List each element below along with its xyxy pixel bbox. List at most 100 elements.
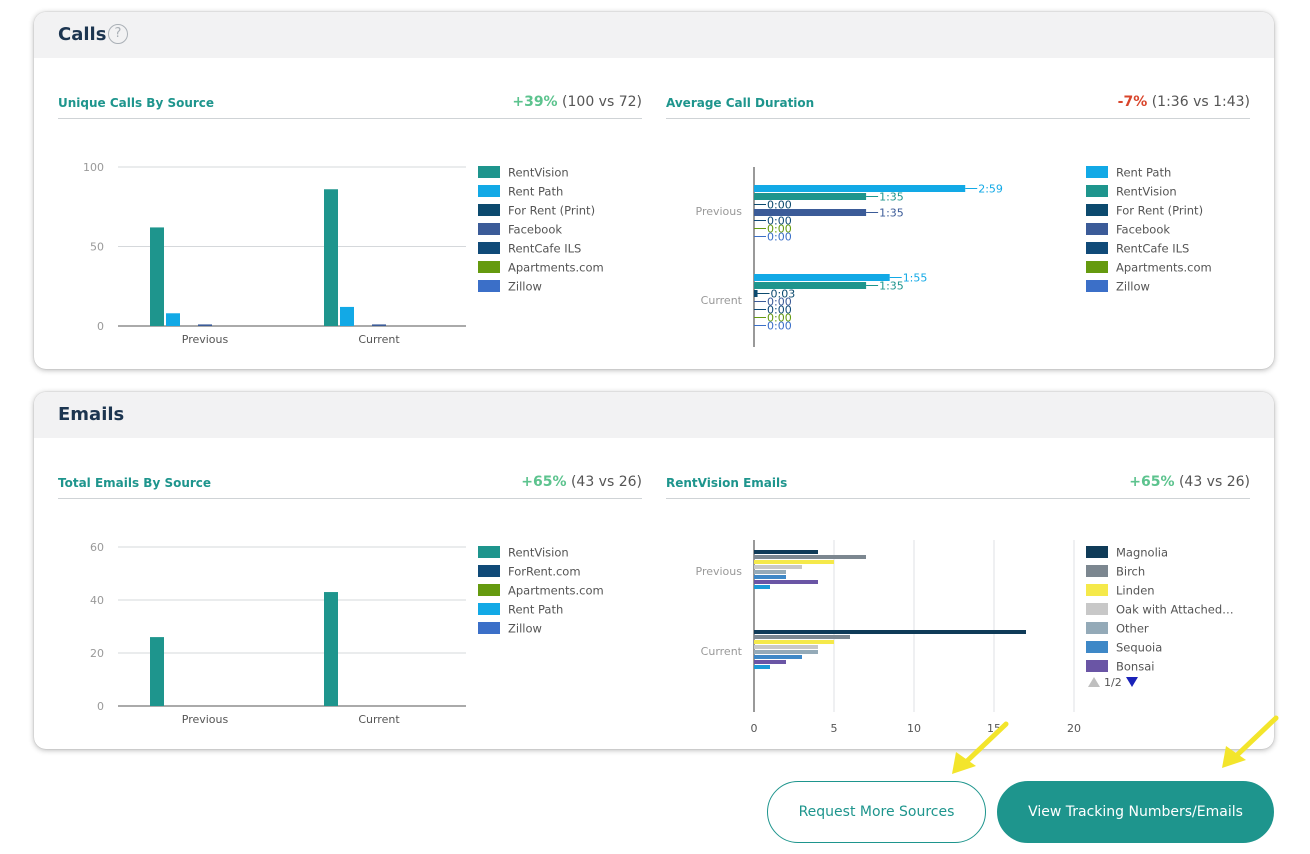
avg-duration-legend-label: Rent Path	[1116, 166, 1171, 180]
unique-calls-title: Unique Calls By Source	[58, 96, 215, 110]
rentvision-emails-bar	[754, 665, 770, 669]
rentvision-emails-bar	[754, 660, 786, 664]
total-emails-bar	[150, 637, 164, 706]
rentvision-emails-x-tick: 20	[1067, 722, 1081, 735]
pagination-label: 1/2	[1104, 676, 1122, 689]
avg-duration-legend-label: For Rent (Print)	[1116, 204, 1203, 218]
total-emails-x-tick: Current	[358, 713, 400, 726]
unique-calls-x-tick: Previous	[182, 333, 229, 346]
avg-duration-comparison: (1:36 vs 1:43)	[1151, 94, 1250, 110]
rentvision-emails-legend-swatch	[1086, 641, 1108, 653]
total-emails-legend-swatch	[478, 584, 500, 596]
rentvision-emails-delta: +65%	[1129, 474, 1175, 490]
rentvision-emails-bar	[754, 640, 834, 644]
total-emails-bar	[324, 592, 338, 706]
avg-duration-legend-swatch	[1086, 185, 1108, 197]
avg-duration-value-label: 0:00	[767, 215, 792, 228]
rentvision-emails-legend-label: Other	[1116, 622, 1149, 636]
total-emails-legend-label: Zillow	[508, 622, 542, 636]
avg-duration-legend-swatch	[1086, 242, 1108, 254]
unique-calls-legend-label: Rent Path	[508, 185, 563, 199]
rentvision-emails-bar	[754, 565, 802, 569]
rentvision-emails-bar	[754, 550, 818, 554]
total-emails-divider	[58, 498, 642, 499]
rentvision-emails-chart: 0 5 10 15 20PreviousCurrentMagnoliaBirchLind…	[696, 540, 1234, 735]
pagination-down-icon[interactable]	[1126, 677, 1138, 687]
avg-duration-value-label: 0:00	[767, 304, 792, 317]
rentvision-emails-legend-swatch	[1086, 622, 1108, 634]
unique-calls-legend-swatch	[478, 280, 500, 292]
unique-calls-y-tick: 0	[97, 320, 104, 333]
rentvision-emails-title: RentVision Emails	[666, 476, 788, 490]
rentvision-emails-bar	[754, 585, 770, 589]
unique-calls-legend-swatch	[478, 204, 500, 216]
avg-duration-value-label: 0:00	[767, 312, 792, 325]
rentvision-emails-bar	[754, 630, 1026, 634]
calls-panel-title: Calls	[58, 24, 107, 45]
rentvision-emails-change: +65% (43 vs 26)	[1129, 474, 1250, 490]
total-emails-title: Total Emails By Source	[58, 476, 212, 490]
unique-calls-chart: 0 50 100 Previous Current RentVision Rent Path…	[83, 161, 604, 346]
avg-duration-value-label: 0:00	[767, 223, 792, 236]
avg-duration-chart: Previous2:591:350:001:350:000:000:00Curr…	[696, 166, 1212, 347]
avg-duration-legend-label: RentVision	[1116, 185, 1177, 199]
unique-calls-x-tick: Current	[358, 333, 400, 346]
avg-duration-value-label: 2:59	[978, 183, 1003, 196]
avg-duration-bar	[754, 185, 966, 192]
rentvision-emails-legend-label: Linden	[1116, 584, 1155, 598]
unique-calls-legend-swatch	[478, 242, 500, 254]
avg-duration-category-label: Previous	[696, 205, 743, 218]
rentvision-emails-legend-swatch	[1086, 660, 1108, 672]
rentvision-emails-legend-label: Birch	[1116, 565, 1145, 579]
unique-calls-legend-label: Zillow	[508, 280, 542, 294]
emails-panel: Emails Total Emails By Source +65% (43 v…	[34, 392, 1274, 749]
avg-duration-legend-swatch	[1086, 166, 1108, 178]
help-icon[interactable]: ?	[108, 24, 128, 44]
rentvision-emails-bar	[754, 635, 850, 639]
annotation-arrow-right	[1222, 715, 1279, 768]
total-emails-legend-swatch	[478, 565, 500, 577]
rentvision-emails-x-tick: 10	[907, 722, 921, 735]
unique-calls-comparison: (100 vs 72)	[562, 94, 642, 110]
avg-duration-legend-swatch	[1086, 261, 1108, 273]
rentvision-emails-legend-label: Bonsai	[1116, 660, 1154, 674]
rentvision-emails-legend-swatch	[1086, 603, 1108, 615]
total-emails-legend-label: RentVision	[508, 546, 569, 560]
avg-duration-value-label: 0:03	[771, 288, 796, 301]
avg-duration-value-label: 0:00	[767, 231, 792, 244]
rentvision-emails-legend-swatch	[1086, 546, 1108, 558]
rentvision-emails-legend-label: Magnolia	[1116, 546, 1168, 560]
total-emails-legend-label: Apartments.com	[508, 584, 604, 598]
unique-calls-change: +39% (100 vs 72)	[512, 94, 642, 110]
total-emails-change: +65% (43 vs 26)	[521, 474, 642, 490]
rentvision-emails-bar	[754, 650, 818, 654]
unique-calls-legend-label: Facebook	[508, 223, 562, 237]
unique-calls-bar	[198, 324, 212, 326]
unique-calls-divider	[58, 118, 642, 119]
annotation-arrow-left	[952, 721, 1009, 774]
avg-duration-legend-label: Zillow	[1116, 280, 1150, 294]
rentvision-emails-legend-swatch	[1086, 565, 1108, 577]
avg-duration-divider	[666, 118, 1250, 119]
rentvision-emails-x-tick: 0	[751, 722, 758, 735]
avg-duration-legend-label: Apartments.com	[1116, 261, 1212, 275]
rentvision-emails-bar	[754, 645, 818, 649]
total-emails-x-tick: Previous	[182, 713, 229, 726]
pagination-up-icon[interactable]	[1088, 677, 1100, 687]
unique-calls-legend-swatch	[478, 185, 500, 197]
avg-duration-legend-swatch	[1086, 223, 1108, 235]
unique-calls-y-tick: 50	[90, 241, 104, 254]
rentvision-emails-bar	[754, 655, 802, 659]
avg-duration-bar	[754, 290, 758, 297]
avg-duration-legend-label: Facebook	[1116, 223, 1170, 237]
rentvision-emails-bar	[754, 580, 818, 584]
avg-duration-category-label: Current	[701, 294, 743, 307]
total-emails-y-tick: 60	[90, 541, 104, 554]
unique-calls-legend-label: RentCafe ILS	[508, 242, 581, 256]
unique-calls-bar	[372, 324, 386, 326]
avg-duration-bar	[754, 209, 867, 216]
request-more-sources-button[interactable]: Request More Sources	[767, 781, 986, 843]
unique-calls-legend-swatch	[478, 261, 500, 273]
view-tracking-numbers-button[interactable]: View Tracking Numbers/Emails	[997, 781, 1274, 843]
unique-calls-delta: +39%	[512, 94, 558, 110]
